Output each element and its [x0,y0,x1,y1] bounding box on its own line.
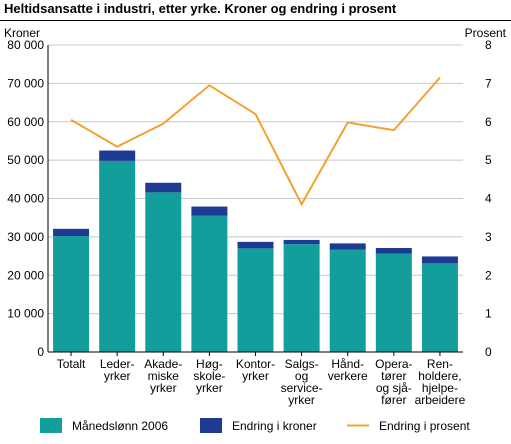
y-tick-label-left: 60 000 [7,115,44,129]
x-tick-label: tører [381,369,406,383]
bar-endring-kroner [145,182,182,193]
bar-manedslonn [421,263,458,352]
bar-manedslonn [237,248,274,352]
bar-endring-kroner [191,206,228,216]
y-tick-label-left: 80 000 [7,38,44,52]
x-tick-label: Akade- [144,357,182,371]
y-tick-label-left: 50 000 [7,153,44,167]
title-underline [0,20,511,21]
x-tick-label: yrker [242,369,269,383]
x-tick-label: Høg- [196,357,223,371]
bar-endring-kroner [375,248,412,254]
bar-endring-kroner [99,150,136,161]
bar-manedslonn [191,215,228,352]
bar-endring-kroner [329,243,366,250]
x-tick-label: holdere, [418,369,461,383]
y-tick-label-right: 1 [485,307,492,321]
chart-title: Heltidsansatte i industri, etter yrke. K… [4,1,397,16]
bar-manedslonn [375,253,412,352]
x-tick-label: verkere [328,369,368,383]
x-tick-label: yrker [104,369,131,383]
x-tick-label: Leder- [100,357,135,371]
y-axis-label-right: Prosent [465,26,507,40]
y-tick-label-left: 40 000 [7,192,44,206]
x-tick-label: yrker [150,381,177,395]
x-tick-label: Ren- [427,357,453,371]
y-tick-label-right: 3 [485,230,492,244]
x-tick-label: skole- [193,369,225,383]
x-tick-label: Totalt [57,357,86,371]
y-tick-label-right: 0 [485,345,492,359]
y-tick-label-left: 0 [37,345,44,359]
x-tick-label: service- [281,381,323,395]
bar-endring-kroner [283,239,320,245]
bar-manedslonn [283,244,320,352]
bar-endring-kroner [421,256,458,264]
x-tick-label: og sjå- [376,381,412,395]
bar-manedslonn [53,236,90,352]
y-tick-label-right: 8 [485,38,492,52]
y-tick-label-right: 2 [485,268,492,282]
x-tick-label: miske [148,369,180,383]
x-tick-label: Salgs- [285,357,319,371]
bar-endring-kroner [237,241,274,249]
y-tick-label-left: 70 000 [7,76,44,90]
x-tick-label: yrker [288,393,315,407]
legend-label-endring-kroner: Endring i kroner [232,419,317,433]
y-tick-label-right: 6 [485,115,492,129]
x-tick-label: fører [381,393,406,407]
y-tick-label-right: 7 [485,76,492,90]
legend-label-manedslonn: Månedslønn 2006 [72,419,168,433]
y-axis-label-left: Kroner [4,26,40,40]
y-tick-label-left: 30 000 [7,230,44,244]
x-tick-label: og [295,369,308,383]
x-tick-label: hjelpe- [422,381,458,395]
x-tick-label: Hånd- [331,357,364,371]
bar-manedslonn [99,160,136,352]
legend-label-endring-prosent: Endring i prosent [379,419,470,433]
y-tick-label-left: 20 000 [7,268,44,282]
legend-swatch-manedslonn [40,418,62,433]
y-tick-label-right: 4 [485,192,492,206]
x-tick-label: Kontor- [236,357,275,371]
x-tick-label: arbeidere [415,393,466,407]
bar-manedslonn [329,249,366,352]
legend-swatch-endring-kroner [200,418,222,433]
bar-endring-kroner [53,228,90,237]
y-tick-label-left: 10 000 [7,307,44,321]
bar-manedslonn [145,192,182,352]
x-tick-label: yrker [196,381,223,395]
y-tick-label-right: 5 [485,153,492,167]
x-tick-label: Opera- [375,357,412,371]
